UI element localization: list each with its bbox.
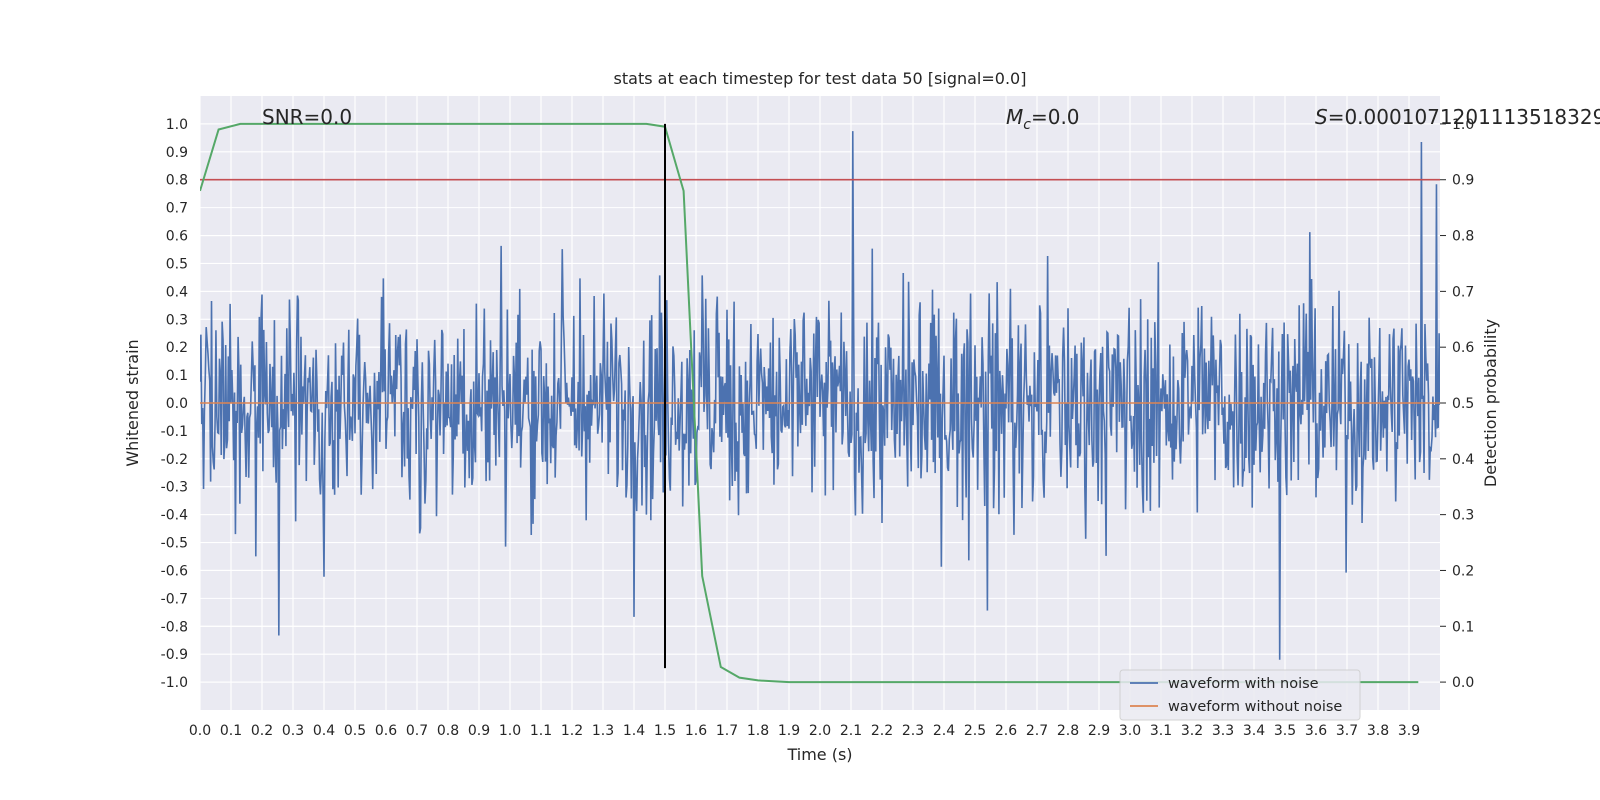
y-tick-labels: 1.0 0.9 0.8 0.7 0.6 0.5 0.4 0.3 0.2 0.1 0.0 -0.1 -0.… [161,117,188,691]
x-tick-label: 3.5 [1274,723,1296,739]
y2-tick-label: 0.0 [1452,675,1474,691]
y2-tick-label: 0.1 [1452,619,1474,635]
chart-title: stats at each timestep for test data 50 … [614,69,1027,88]
y2-tick-label: 0.9 [1452,173,1474,189]
x-tick-label: 3.8 [1367,723,1389,739]
y2-axis-label: Detection probability [1481,319,1500,487]
y2-tick-label: 0.8 [1452,229,1474,245]
y-tick-label: -0.2 [161,452,188,468]
y2-tick-label: 0.4 [1452,452,1474,468]
x-tick-label: 0.9 [468,723,490,739]
x-tick-label: 3.4 [1243,723,1265,739]
x-tick-label: 2.4 [933,723,955,739]
x-tick-label: 1.2 [561,723,583,739]
s-value: =0.0001071201113518329 [1328,105,1600,129]
y-tick-label: 0.8 [166,173,188,189]
x-tick-label: 3.9 [1398,723,1420,739]
y2-tick-label: 0.3 [1452,508,1474,524]
y-tick-label: -0.9 [161,647,188,663]
x-tick-label: 2.0 [809,723,831,739]
y2-tick-label: 0.7 [1452,284,1474,300]
y-tick-label: -0.5 [161,536,188,552]
mc-subscript: c [1023,117,1031,133]
y2-tick-labels: 1.0 0.9 0.8 0.7 0.6 0.5 0.4 0.3 0.2 0.1 0.0 [1440,117,1474,691]
x-tick-label: 0.1 [220,723,242,739]
mc-symbol: M [1006,105,1023,129]
y-tick-label: 0.5 [166,256,188,272]
mc-annotation: Mc=0.0 [1006,105,1080,133]
legend-label-noise: waveform with noise [1168,676,1319,692]
x-tick-label: 1.0 [499,723,521,739]
y-tick-label: 0.9 [166,145,188,161]
y2-tick-label: 0.6 [1452,340,1474,356]
x-tick-labels: 0.0 0.1 0.2 0.3 0.4 0.5 0.6 0.7 0.8 0.9 1.0 1.1 1.2 1… [189,723,1420,739]
x-tick-label: 0.3 [282,723,304,739]
x-tick-label: 0.4 [313,723,335,739]
y-axis-label: Whitened strain [123,339,142,466]
y-tick-label: -0.7 [161,591,188,607]
x-tick-label: 0.6 [375,723,397,739]
x-tick-label: 3.1 [1150,723,1172,739]
series-noise-line [200,131,1440,660]
y-tick-label: 0.0 [166,396,188,412]
y-tick-label: -0.4 [161,508,188,524]
y-tick-label: -0.1 [161,424,188,440]
x-tick-label: 2.1 [840,723,862,739]
y-tick-label: 0.7 [166,201,188,217]
x-tick-label: 0.0 [189,723,211,739]
x-axis-label: Time (s) [786,745,852,764]
x-tick-label: 1.3 [592,723,614,739]
legend: waveform with noise waveform without noi… [1119,669,1361,721]
s-symbol: S [1315,105,1328,129]
x-tick-label: 3.7 [1336,723,1358,739]
x-tick-label: 1.4 [623,723,645,739]
y-tick-label: 1.0 [166,117,188,133]
x-tick-label: 3.3 [1212,723,1234,739]
x-tick-label: 0.2 [251,723,273,739]
x-tick-label: 1.6 [685,723,707,739]
legend-box [1119,669,1361,721]
x-tick-label: 1.1 [530,723,552,739]
mc-value: =0.0 [1031,105,1080,129]
plot-area [200,122,1440,684]
x-tick-label: 3.6 [1305,723,1327,739]
legend-label-clean: waveform without noise [1168,699,1342,715]
x-tick-label: 2.9 [1088,723,1110,739]
y-tick-label: 0.1 [166,368,188,384]
x-tick-label: 2.8 [1057,723,1079,739]
x-tick-label: 2.3 [902,723,924,739]
x-tick-label: 0.7 [406,723,428,739]
x-tick-label: 1.7 [716,723,738,739]
x-tick-label: 0.8 [437,723,459,739]
x-tick-label: 2.5 [964,723,986,739]
y-tick-label: -0.8 [161,619,188,635]
y-tick-label: 0.4 [166,284,188,300]
x-tick-label: 3.0 [1119,723,1141,739]
snr-annotation: SNR=0.0 [262,105,352,129]
y-tick-label: 0.2 [166,340,188,356]
y-tick-label: -0.6 [161,563,188,579]
y-tick-label: 0.6 [166,229,188,245]
series-probability-line [200,122,1419,684]
y-tick-label: -1.0 [161,675,188,691]
s-annotation: S=0.0001071201113518329 [1315,105,1600,129]
x-tick-label: 1.9 [778,723,800,739]
x-tick-label: 2.7 [1026,723,1048,739]
y2-tick-label: 1.0 [1452,117,1474,133]
x-tick-label: 1.8 [747,723,769,739]
x-tick-label: 2.6 [995,723,1017,739]
y2-tick-label: 0.5 [1452,396,1474,412]
x-tick-label: 3.2 [1181,723,1203,739]
y-tick-label: -0.3 [161,480,188,496]
x-tick-label: 0.5 [344,723,366,739]
y-tick-label: 0.3 [166,312,188,328]
y2-tick-label: 0.2 [1452,563,1474,579]
x-tick-label: 2.2 [871,723,893,739]
x-tick-label: 1.5 [654,723,676,739]
